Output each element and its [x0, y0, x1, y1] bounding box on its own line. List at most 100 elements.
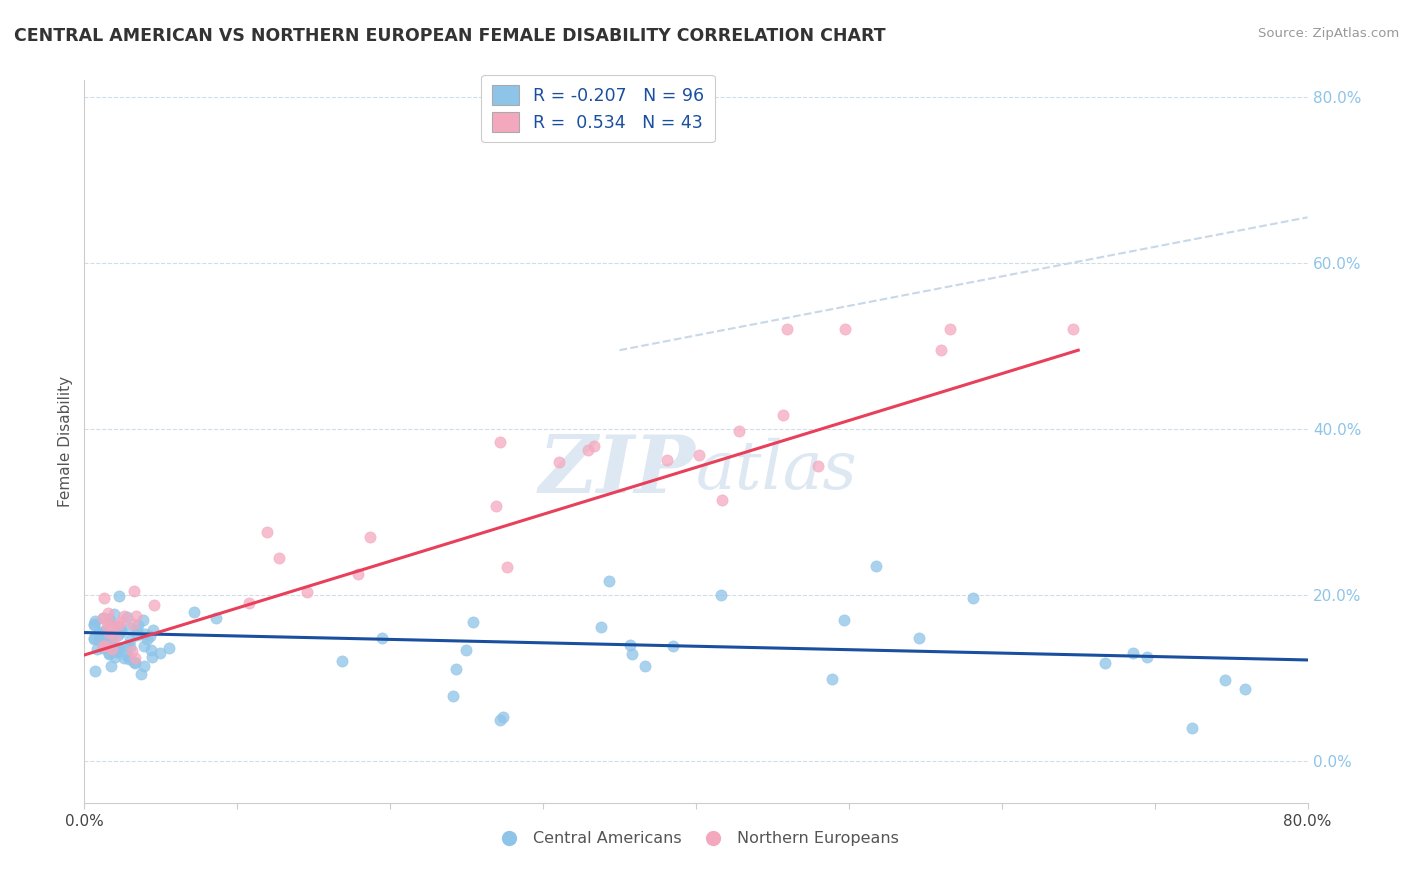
Point [103, 607, 125, 621]
Point [118, 652, 141, 666]
Point [105, 645, 128, 659]
Point [108, 641, 131, 656]
Point [124, 650, 146, 665]
Point [83, 618, 105, 632]
Point [772, 408, 794, 422]
Point [84, 614, 107, 628]
Point [115, 610, 138, 624]
Point [125, 608, 148, 623]
Point [110, 623, 132, 637]
Point [157, 641, 180, 656]
Point [142, 599, 165, 613]
Point [118, 633, 141, 648]
Point [124, 656, 146, 670]
Point [107, 627, 129, 641]
Point [141, 650, 163, 665]
Point [83, 632, 105, 647]
Point [832, 613, 855, 627]
Point [1062, 322, 1084, 336]
Point [908, 631, 931, 645]
Point [821, 672, 844, 686]
Point [108, 620, 131, 634]
Point [441, 689, 464, 703]
Text: ZIP: ZIP [538, 432, 696, 509]
Point [93, 591, 115, 606]
Point [112, 651, 135, 665]
Point [91, 625, 114, 640]
Point [496, 559, 519, 574]
Point [115, 648, 138, 663]
Point [589, 620, 612, 634]
Point [710, 492, 733, 507]
Point [485, 500, 508, 514]
Point [93, 635, 115, 649]
Point [330, 654, 353, 668]
Point [444, 662, 467, 676]
Point [576, 442, 599, 457]
Point [142, 623, 165, 637]
Point [134, 626, 156, 640]
Point [129, 666, 152, 681]
Point [139, 629, 162, 643]
Point [834, 322, 856, 336]
Point [91, 639, 114, 653]
Point [101, 619, 124, 633]
Point [97, 607, 120, 621]
Point [204, 611, 226, 625]
Point [359, 530, 381, 544]
Legend: Central Americans, Northern Europeans: Central Americans, Northern Europeans [486, 825, 905, 853]
Point [132, 613, 155, 627]
Point [98, 634, 121, 648]
Point [100, 658, 122, 673]
Point [134, 639, 156, 653]
Point [489, 434, 512, 449]
Point [96, 640, 118, 654]
Point [101, 632, 124, 646]
Point [463, 615, 485, 630]
Point [598, 574, 620, 588]
Point [548, 455, 571, 469]
Point [865, 559, 887, 574]
Point [688, 449, 710, 463]
Point [107, 618, 129, 632]
Point [96, 619, 118, 633]
Point [807, 458, 830, 473]
Point [776, 322, 799, 336]
Point [492, 710, 515, 724]
Point [655, 452, 678, 467]
Point [149, 646, 172, 660]
Point [87, 624, 110, 639]
Point [100, 617, 122, 632]
Point [104, 649, 127, 664]
Point [91, 610, 114, 624]
Point [710, 588, 733, 602]
Point [91, 611, 114, 625]
Point [96, 628, 118, 642]
Point [84, 664, 107, 678]
Point [98, 632, 121, 647]
Point [127, 618, 149, 632]
Point [1234, 681, 1257, 696]
Point [107, 643, 129, 657]
Point [1213, 673, 1236, 687]
Point [108, 590, 131, 604]
Point [121, 644, 143, 658]
Point [94, 623, 117, 637]
Point [86, 642, 108, 657]
Point [295, 584, 318, 599]
Point [101, 641, 124, 656]
Point [661, 639, 683, 653]
Point [98, 627, 121, 641]
Point [91, 640, 114, 655]
Point [929, 343, 952, 357]
Point [96, 634, 118, 648]
Point [83, 616, 105, 631]
Point [347, 566, 370, 581]
Point [110, 615, 132, 629]
Point [1181, 721, 1204, 735]
Point [136, 632, 159, 646]
Point [238, 595, 260, 609]
Point [97, 612, 120, 626]
Point [256, 525, 278, 540]
Point [91, 627, 114, 641]
